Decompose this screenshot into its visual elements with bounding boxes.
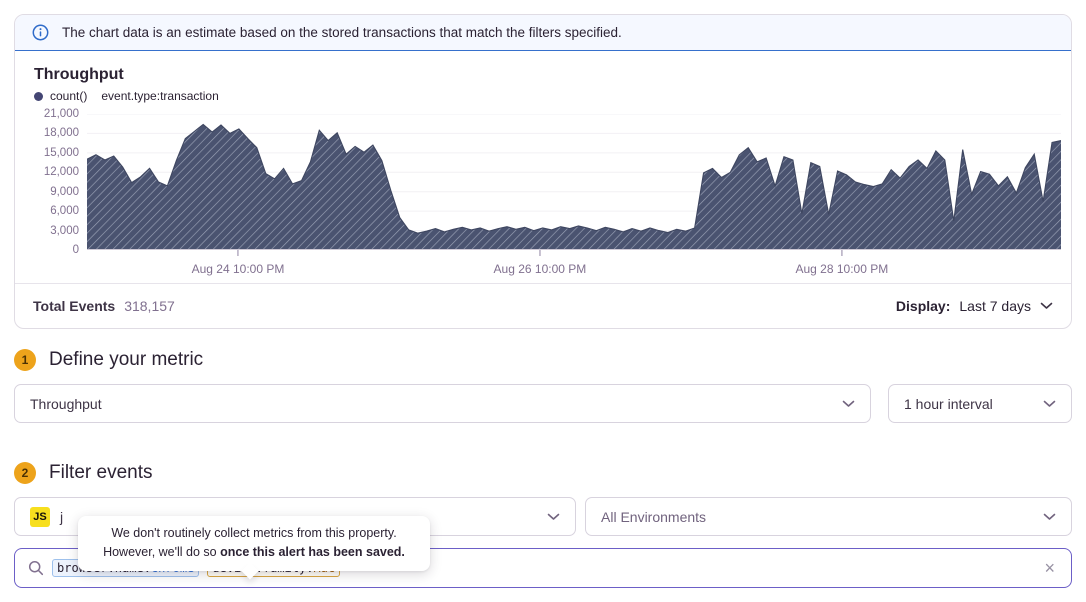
display-period-toggle[interactable]: Display: Last 7 days [896, 298, 1053, 314]
chart-panel: The chart data is an estimate based on t… [14, 14, 1072, 329]
x-axis-labels: Aug 24 10:00 PM Aug 26 10:00 PM Aug 28 10:… [87, 257, 1061, 281]
y-axis-labels: 21,000 18,000 15,000 12,000 9,000 6,000 3,000 0 [34, 108, 87, 257]
metric-select[interactable]: Throughput [14, 384, 871, 423]
area-chart-svg [87, 114, 1061, 256]
y-tick-label: 0 [72, 244, 79, 256]
metric-select-value: Throughput [30, 395, 102, 412]
step-2-badge: 2 [14, 462, 36, 484]
y-tick-label: 18,000 [43, 127, 79, 140]
y-tick-label: 6,000 [50, 205, 79, 218]
y-tick-label: 9,000 [50, 185, 79, 198]
legend-series-label: count() [50, 89, 88, 103]
chevron-down-icon [842, 400, 855, 408]
x-tick-label: Aug 26 10:00 PM [493, 262, 587, 276]
info-banner: The chart data is an estimate based on t… [15, 15, 1071, 51]
filter-section-heading: 2 Filter events [14, 462, 1072, 484]
metric-section-heading: 1 Define your metric [14, 349, 1072, 371]
chevron-down-icon [547, 513, 560, 521]
chart-panel-footer: Total Events 318,157 Display: Last 7 days [15, 283, 1071, 328]
legend-dot-icon [34, 91, 43, 101]
tooltip-line1: We don't routinely collect metrics from … [111, 526, 397, 540]
metric-section-title: Define your metric [49, 349, 204, 370]
project-select-value: j [60, 508, 64, 525]
total-events-label: Total Events [33, 298, 116, 314]
chart-title: Throughput [34, 66, 124, 83]
tooltip-line2: However, we'll do so [103, 544, 221, 559]
environment-select-value: All Environments [601, 508, 707, 525]
total-events: Total Events 318,157 [33, 298, 175, 314]
clear-search-button[interactable]: × [1044, 558, 1055, 578]
alert-builder-page: The chart data is an estimate based on t… [0, 0, 1086, 588]
y-tick-label: 21,000 [43, 108, 79, 120]
chart-area: 21,000 18,000 15,000 12,000 9,000 6,000 3,000 0… [34, 108, 1061, 281]
filter-section-title: Filter events [49, 462, 153, 483]
chevron-down-icon [1040, 302, 1053, 309]
tooltip-line2-bold: once this alert has been saved. [220, 544, 405, 559]
banner-text: The chart data is an estimate based on t… [62, 25, 622, 40]
y-tick-label: 15,000 [43, 146, 79, 159]
chart-section: Throughput count() event.type:transactio… [15, 51, 1071, 283]
total-events-value: 318,157 [124, 298, 175, 314]
display-label: Display: [895, 298, 951, 314]
chevron-down-icon [1043, 400, 1056, 408]
x-tick-label: Aug 24 10:00 PM [191, 262, 285, 276]
chart-legend: count() event.type:transaction [34, 89, 1061, 103]
javascript-project-icon: JS [30, 506, 50, 527]
interval-select-value: 1 hour interval [904, 395, 993, 412]
search-icon [28, 560, 44, 576]
property-tooltip: We don't routinely collect metrics from … [78, 516, 430, 571]
environment-select[interactable]: All Environments [585, 497, 1072, 536]
legend-filter-label: event.type:transaction [101, 89, 219, 103]
chevron-down-icon [1043, 513, 1056, 521]
display-value: Last 7 days [959, 298, 1031, 314]
throughput-area-chart: Aug 24 10:00 PM Aug 26 10:00 PM Aug 28 10:… [87, 114, 1061, 281]
y-tick-label: 12,000 [43, 166, 79, 179]
step-1-badge: 1 [14, 349, 36, 371]
info-icon [32, 24, 49, 41]
interval-select[interactable]: 1 hour interval [888, 384, 1072, 423]
metric-row: Throughput 1 hour interval [14, 384, 1072, 423]
y-tick-label: 3,000 [50, 224, 79, 237]
x-tick-label: Aug 28 10:00 PM [795, 262, 889, 276]
